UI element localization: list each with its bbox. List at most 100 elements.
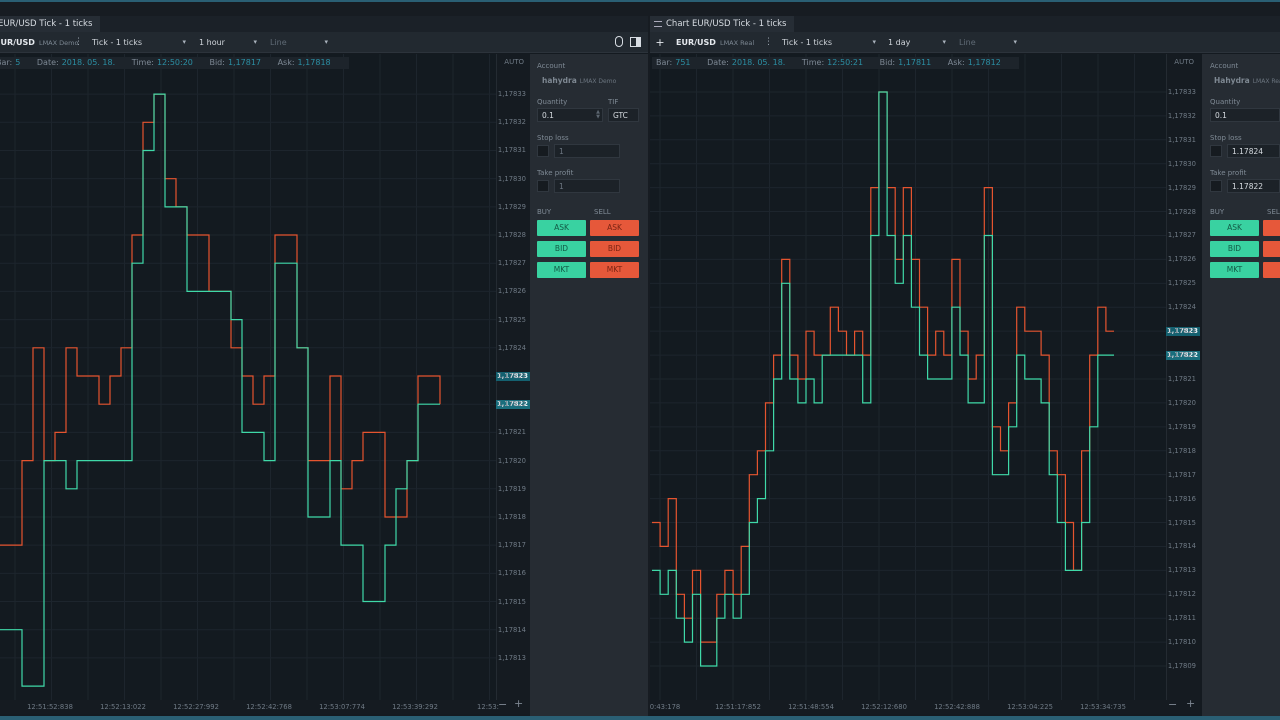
stop-loss-checkbox[interactable] xyxy=(1210,145,1222,157)
take-profit-checkbox[interactable] xyxy=(1210,180,1222,192)
tif-select[interactable]: GTC xyxy=(608,108,639,122)
price-tick-label: 1,17830 xyxy=(497,174,526,183)
time-tick-label: 12:52:13:022 xyxy=(100,703,146,711)
price-tick-label: 1,17824 xyxy=(1167,303,1196,312)
left-price-axis[interactable]: AUTO 1,17823 1,17822 1,17833 1,17832 1,178… xyxy=(496,54,530,700)
right-price-chart[interactable] xyxy=(650,54,1166,700)
right-chart-tab[interactable]: Chart EUR/USD Tick - 1 ticks xyxy=(650,16,795,32)
time-tick-label: 12:52:42:768 xyxy=(246,703,292,711)
quantity-input[interactable]: 0.1 xyxy=(1210,108,1280,122)
left-price-chart[interactable] xyxy=(0,54,496,700)
take-profit-checkbox[interactable] xyxy=(537,180,549,192)
mouse-icon[interactable] xyxy=(615,36,623,47)
stepper-icon[interactable]: ▲ ▼ xyxy=(596,109,600,120)
ask-value: 1,17812 xyxy=(967,58,1001,67)
left-symbol-menu-icon[interactable]: ⋮ xyxy=(74,37,83,47)
price-tick-label: 1,17818 xyxy=(497,512,526,521)
time-tick-label: 12:51:48:554 xyxy=(788,703,834,711)
stop-loss-label: Stop loss xyxy=(1210,134,1242,142)
date-label: Date: xyxy=(707,58,729,67)
price-tick-label: 1,17813 xyxy=(497,653,526,662)
price-tick-label: 1,17821 xyxy=(1167,375,1196,383)
stop-loss-input[interactable]: 1.17824 xyxy=(1227,144,1280,158)
time-tick-label: 12:52:42:888 xyxy=(934,703,980,711)
left-info-bar: Bar:5 Date:2018. 05. 18. Time:12:50:20 B… xyxy=(0,57,349,69)
right-chart-area[interactable]: Bar: 751 Date: 2018. 05. 18. Time: 12:50:21… xyxy=(650,54,1166,700)
left-chart-type-select[interactable]: Tick - 1 ticks ▾ xyxy=(92,35,188,50)
minus-icon[interactable]: − xyxy=(1168,698,1178,711)
ask-label: Ask: xyxy=(277,58,295,67)
add-symbol-icon[interactable]: + xyxy=(655,36,665,49)
time-tick-label: 12:51:52:838 xyxy=(27,703,73,711)
bid-price-badge: 1,17822 xyxy=(1166,351,1200,361)
chevron-down-icon: ▾ xyxy=(253,38,257,46)
price-tick-label: 1,17825 xyxy=(497,315,526,324)
plus-icon[interactable]: + xyxy=(514,697,524,710)
quantity-input[interactable]: 0.1 ▲ ▼ xyxy=(537,108,603,122)
buy-market-button[interactable]: MKT xyxy=(537,262,586,278)
bid-series-line xyxy=(652,91,1114,667)
time-tick-label: 12:53:04:225 xyxy=(1007,703,1053,711)
right-chart-panel: Chart EUR/USD Tick - 1 ticks + EUR/USD LM… xyxy=(650,16,1280,716)
sell-bid-button[interactable]: BID xyxy=(1263,241,1280,257)
left-chart-area[interactable]: Bar:5 Date:2018. 05. 18. Time:12:50:20 B… xyxy=(0,54,496,700)
tif-label: TIF xyxy=(608,98,619,106)
right-timeframe-select[interactable]: 1 day ▾ xyxy=(888,35,948,50)
ask-price-badge: 1,17823 xyxy=(496,372,530,381)
right-style-label: Line xyxy=(959,38,976,47)
price-tick-label: 1,17828 xyxy=(497,231,526,240)
stop-loss-input[interactable]: 1 xyxy=(554,144,620,158)
bid-label: Bid: xyxy=(209,58,225,67)
minus-icon[interactable]: − xyxy=(498,698,508,711)
buy-ask-button[interactable]: ASK xyxy=(1210,220,1259,236)
sell-market-button[interactable]: MKT xyxy=(590,262,639,278)
left-tab-label: EUR/USD Tick - 1 ticks xyxy=(0,19,93,29)
auto-scale-button[interactable]: AUTO xyxy=(504,58,524,66)
price-tick-label: 1,17814 xyxy=(497,625,526,634)
price-tick-label: 1,17825 xyxy=(1167,279,1196,288)
sell-ask-button[interactable]: ASK xyxy=(1263,220,1280,236)
buy-bid-button[interactable]: BID xyxy=(1210,241,1259,257)
quantity-value: 0.1 xyxy=(542,111,554,120)
stop-loss-value: 1 xyxy=(559,147,564,156)
auto-scale-button[interactable]: AUTO xyxy=(1174,58,1194,66)
time-tick-label: 12:51:17:852 xyxy=(715,703,761,711)
price-tick-label: 1,17814 xyxy=(1167,542,1196,551)
window-bottom-strip xyxy=(0,716,1280,720)
take-profit-input[interactable]: 1.17822 xyxy=(1227,179,1280,193)
price-tick-label: 1,17811 xyxy=(1167,614,1196,623)
right-symbol-selector[interactable]: EUR/USD LMAX Real xyxy=(676,35,762,50)
buy-ask-button[interactable]: ASK xyxy=(537,220,586,236)
left-timeframe-select[interactable]: 1 hour ▾ xyxy=(199,35,259,50)
date-value: 2018. 05. 18. xyxy=(61,58,116,67)
sell-ask-button[interactable]: ASK xyxy=(590,220,639,236)
left-style-select[interactable]: Line ▾ xyxy=(270,35,330,50)
plus-icon[interactable]: + xyxy=(1186,697,1196,710)
bid-series-line xyxy=(0,93,440,687)
right-chart-type-select[interactable]: Tick - 1 ticks ▾ xyxy=(782,35,878,50)
price-tick-label: 1,17827 xyxy=(1167,231,1196,240)
right-time-axis[interactable]: 0:43:178 12:51:17:852 12:51:48:554 12:52:12… xyxy=(650,700,1200,714)
account-selector[interactable]: hahydra LMAX Demo xyxy=(542,76,616,85)
sell-bid-button[interactable]: BID xyxy=(590,241,639,257)
right-symbol-menu-icon[interactable]: ⋮ xyxy=(764,37,773,47)
right-style-select[interactable]: Line ▾ xyxy=(959,35,1019,50)
left-account-short: LMAX Demo xyxy=(38,39,79,47)
right-price-axis[interactable]: AUTO 1,17823 1,17822 1,17833 1,17832 1,178… xyxy=(1166,54,1200,700)
time-tick-label: 0:43:178 xyxy=(650,703,681,711)
price-tick-label: 1,17826 xyxy=(497,287,526,296)
buy-bid-button[interactable]: BID xyxy=(537,241,586,257)
take-profit-input[interactable]: 1 xyxy=(554,179,620,193)
buy-label: BUY xyxy=(1210,208,1225,216)
account-label: Account xyxy=(537,62,566,70)
sell-market-button[interactable]: MKT xyxy=(1263,262,1280,278)
price-tick-label: 1,17819 xyxy=(497,484,526,493)
left-time-axis[interactable]: 12:51:52:838 12:52:13:022 12:52:27:992 12:5… xyxy=(0,700,530,714)
bid-value: 1,17817 xyxy=(227,58,262,67)
layout-toggle-icon[interactable] xyxy=(630,37,641,47)
buy-market-button[interactable]: MKT xyxy=(1210,262,1259,278)
stop-loss-checkbox[interactable] xyxy=(537,145,549,157)
left-chart-tab[interactable]: EUR/USD Tick - 1 ticks xyxy=(0,16,101,32)
